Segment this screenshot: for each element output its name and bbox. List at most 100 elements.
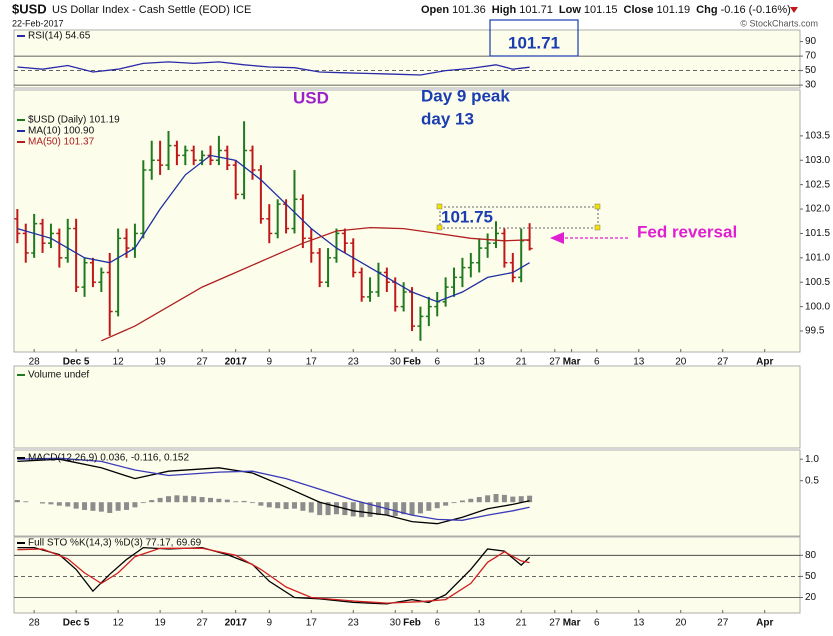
y-tick-label: 103.5 [805,131,830,142]
histogram-bar [291,502,297,509]
histogram-bar [510,496,516,503]
x-tick-label: Mar [563,357,581,368]
moving-average-line [101,226,530,342]
y-tick-label: 102.0 [805,204,830,215]
handle [594,203,601,210]
x-tick-label: Dec 5 [63,618,90,629]
x-tick-label: Dec 5 [63,357,90,368]
legend-label: MACD(12,26,9) 0.036, -0.116, 0.152 [28,453,189,464]
histogram-bar [367,502,373,517]
histogram-bar [98,502,104,512]
histogram-bar [182,495,188,503]
histogram-bar [40,502,46,504]
instrument-name: US Dollar Index - Cash Settle (EOD) ICE [52,4,251,16]
histogram-bar [124,502,130,510]
legend-label: Full STO %K(14,3) %D(3) 77.17, 69.69 [28,538,202,549]
quote-label: Low [559,4,581,16]
annotation-text: day 13 [421,109,474,128]
histogram-bar [451,502,457,504]
x-tick-label: 17 [306,618,318,629]
annotation-box [439,206,599,229]
histogram-bar [501,494,507,503]
histogram-bar [140,502,146,504]
histogram-bar [359,502,365,518]
header: $USD US Dollar Index - Cash Settle (EOD)… [12,1,818,28]
indicator-line [17,61,530,76]
x-tick-label: 12 [113,618,125,629]
histogram-bar [468,498,474,503]
x-tick-label: 6 [434,618,440,629]
y-tick-label: 50 [805,571,817,582]
histogram-bar [115,502,121,511]
x-tick-label: 21 [516,357,528,368]
plot-area [13,449,801,537]
histogram-bar [317,502,323,516]
histogram-bar [401,502,407,515]
histogram-bar [275,502,281,509]
arrow-head [550,232,564,244]
plot-area [13,89,801,353]
annotation-text: USD [293,88,329,107]
x-tick-label: 20 [675,357,687,368]
annotation-text: Day 9 peak [421,86,510,105]
legend-label: MA(10) 100.90 [28,126,95,137]
x-tick-label: 27 [197,618,209,629]
down-arrow-icon [790,7,798,13]
x-tick-label: 6 [594,618,600,629]
y-tick-label: 103.0 [805,155,830,166]
x-tick-label: 23 [348,357,360,368]
quote-label: High [492,4,517,16]
y-tick-label: 100.0 [805,301,830,312]
quote: Open 101.36 High 101.71 Low 101.15 Close 101.19… [421,4,791,16]
histogram-bar [426,502,432,511]
histogram-bar [132,502,138,508]
histogram-bar [73,502,79,509]
symbol: $USD [12,1,47,16]
histogram-bar [300,502,306,511]
date: 22-Feb-2017 [12,18,64,28]
y-tick-label: 70 [805,51,817,62]
histogram-bar [224,499,230,503]
histogram-bar [174,495,180,503]
quote-label: Open [421,4,449,16]
x-tick-label: 28 [29,618,41,629]
histogram-bar [434,502,440,509]
x-tick-label: 13 [633,357,645,368]
x-tick-label: 21 [516,618,528,629]
histogram-bar [241,500,247,503]
handle [594,224,601,231]
histogram-bar [233,501,239,503]
x-tick-label: Mar [563,618,581,629]
quote-value: -0.16 [721,4,746,16]
histogram-bar [392,502,398,516]
panels: 30 50 70 90 RSI(14) 54.65 99.5 100.0 100.5 101.0… [13,29,830,629]
x-tick-label: 19 [155,357,167,368]
histogram-bar [23,501,29,503]
panel: 99.5 100.0 100.5 101.0 101.5 102.0 102.5 103.0 1… [13,89,830,353]
x-tick-label: Feb [403,618,421,629]
histogram-bar [283,502,289,510]
histogram-bar [459,500,465,503]
histogram-bar [48,502,54,505]
histogram-bar [350,502,356,517]
histogram-bar [191,496,197,503]
indicator-line [17,547,530,604]
x-tick-label: 28 [29,357,41,368]
legend-label: Volume undef [28,370,89,381]
histogram-bar [216,498,222,503]
x-tick-label: 17 [306,357,318,368]
x-tick-label: 13 [633,618,645,629]
histogram-bar [82,502,88,510]
histogram-bar [107,502,113,513]
x-tick-label: 20 [675,618,687,629]
histogram-bar [249,502,255,504]
quote-label: Close [624,4,654,16]
annotation-box [489,19,579,57]
histogram-bar [14,500,20,503]
histogram-bar [208,497,213,503]
moving-average-line [17,154,530,303]
histogram-bar [266,502,272,508]
histogram-bar [65,502,71,507]
indicator-line [17,457,530,521]
